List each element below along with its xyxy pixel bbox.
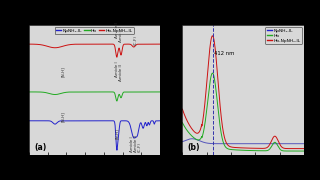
Text: Amide II: Amide II [134, 136, 138, 152]
Text: Amide II: Amide II [119, 64, 123, 81]
Text: Amide I: Amide I [115, 61, 118, 77]
Text: Amide I: Amide I [119, 26, 124, 42]
Text: (a): (a) [34, 143, 46, 152]
Legend: NpNH₂-IL, Hb, Hb-NpNH₂-IL: NpNH₂-IL, Hb, Hb-NpNH₂-IL [265, 27, 302, 44]
Text: Amide I: Amide I [115, 22, 118, 38]
Text: [N-H]: [N-H] [60, 112, 65, 122]
Y-axis label: Absorbance (a.u.): Absorbance (a.u.) [176, 62, 181, 118]
Text: [N-H]: [N-H] [115, 129, 118, 139]
X-axis label: Wavelength / nm: Wavelength / nm [216, 166, 270, 171]
Text: Amide I: Amide I [130, 137, 134, 152]
Text: [N-H]: [N-H] [60, 66, 65, 77]
Text: (C-F): (C-F) [137, 142, 141, 152]
Text: 412 nm: 412 nm [213, 51, 234, 56]
Text: (b): (b) [187, 143, 200, 152]
Legend: NpNH₂-IL, Hb, Hb-NpNH₂-IL: NpNH₂-IL, Hb, Hb-NpNH₂-IL [54, 27, 134, 34]
X-axis label: Wavenumber / cm⁻¹: Wavenumber / cm⁻¹ [63, 166, 126, 172]
Text: (C-F): (C-F) [134, 35, 138, 45]
Y-axis label: % Transmittance: % Transmittance [22, 64, 28, 116]
